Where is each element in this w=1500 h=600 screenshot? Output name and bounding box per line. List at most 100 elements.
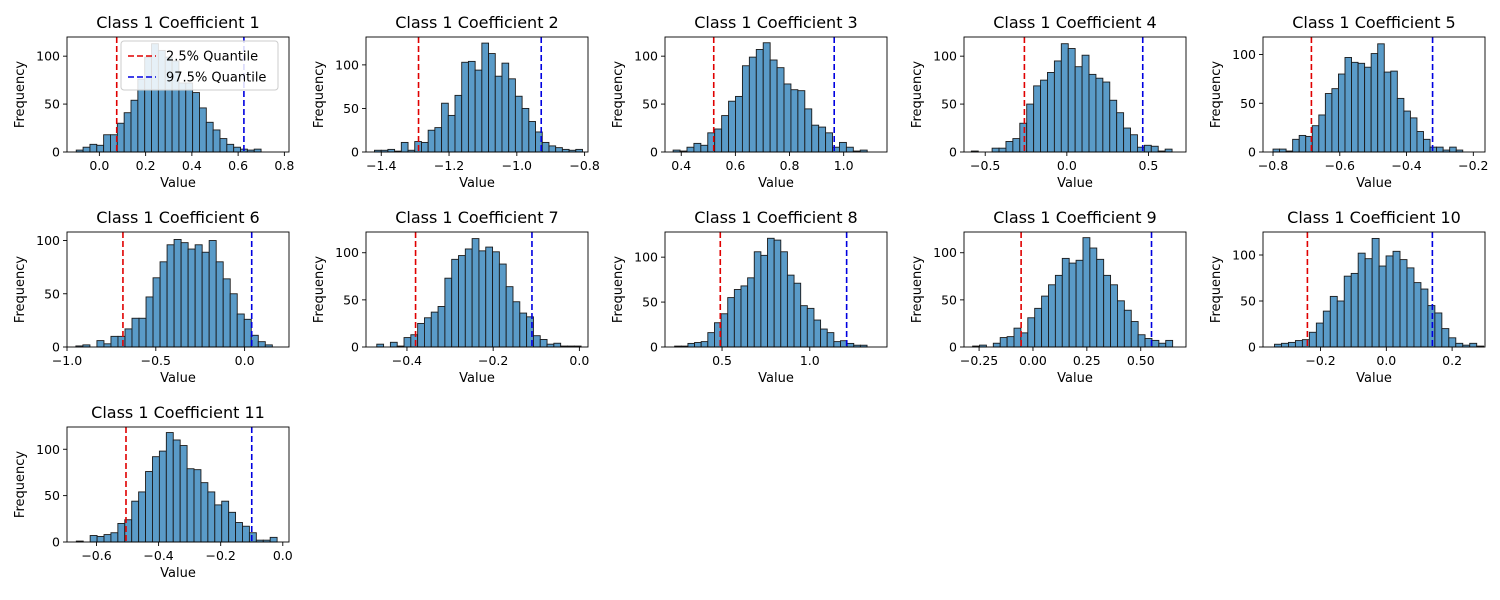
axes-frame <box>1262 36 1486 153</box>
histogram-bar <box>1067 48 1076 153</box>
histogram-bar <box>1088 73 1097 153</box>
y-tick-label: 0 <box>949 340 957 355</box>
histogram-bar <box>519 312 528 348</box>
histogram-bar <box>839 141 847 153</box>
histogram-bar <box>1165 339 1174 348</box>
x-tick-label: 0.0 <box>1376 353 1396 368</box>
histogram-bar <box>1324 93 1333 153</box>
x-tick-label: 0.4 <box>671 158 691 173</box>
histogram-bar <box>528 121 536 153</box>
x-tick-label: 0.0 <box>235 353 255 368</box>
x-tick-label: −0.2 <box>1458 158 1488 173</box>
histogram-bar <box>236 313 245 348</box>
histogram-bar <box>421 141 429 153</box>
histogram-bar <box>219 138 228 153</box>
y-tick-label: 50 <box>44 488 60 503</box>
histogram-bar <box>693 142 702 153</box>
histogram-bar <box>1311 125 1320 153</box>
x-tick-label: −1.2 <box>434 158 464 173</box>
histogram-bar <box>1315 322 1324 348</box>
subplot-6: −1.0 −0.5 0.0 0 50 100 Class 1 Coefficient 6 Va… <box>13 208 290 386</box>
histogram-bar <box>541 141 550 153</box>
histogram-bar <box>96 340 105 348</box>
y-tick-label: 100 <box>933 245 957 260</box>
x-tick-label: 0.4 <box>182 158 202 173</box>
histogram-bar <box>441 102 449 153</box>
histogram-bar <box>1436 146 1444 153</box>
y-tick-label: 100 <box>36 49 60 64</box>
histogram-bar <box>1294 340 1303 348</box>
histogram-bar <box>82 146 91 153</box>
histogram-bar <box>1012 138 1021 153</box>
histogram-bar <box>998 147 1007 153</box>
histogram-bar <box>845 146 854 153</box>
x-axis-label: Value <box>160 371 196 386</box>
x-axis-label: Value <box>758 371 794 386</box>
y-tick-label: 100 <box>36 442 60 457</box>
histogram-bar <box>208 240 217 348</box>
histogram-bar <box>461 61 469 153</box>
y-axis-label: Frequency <box>910 256 925 323</box>
histogram-bar <box>488 53 496 153</box>
axes-frame <box>66 36 290 153</box>
y-tick-label: 0 <box>949 145 957 160</box>
x-tick-label: 0.8 <box>274 158 294 173</box>
subplot-9: −0.25 0.00 0.25 0.50 0 50 100 Class 1 Coefficie… <box>910 208 1187 386</box>
histogram-bar <box>1033 85 1042 153</box>
subplot-title: Class 1 Coefficient 4 <box>993 13 1156 32</box>
histogram-bar <box>846 342 855 348</box>
histogram-bar <box>116 122 125 153</box>
x-tick-label: −0.4 <box>392 353 422 368</box>
y-tick-label: 50 <box>343 101 359 116</box>
histogram-bar <box>138 317 147 348</box>
y-tick-label: 0 <box>351 340 359 355</box>
histogram-bar <box>735 95 743 153</box>
histogram-bar <box>145 471 153 543</box>
histogram-bar <box>403 337 412 348</box>
histogram-bar <box>1378 265 1387 348</box>
x-axis-label: Value <box>160 566 196 581</box>
histogram-bar <box>1288 341 1296 348</box>
histogram-bar <box>1383 71 1392 153</box>
x-tick-label: 0.6 <box>228 158 248 173</box>
histogram-bar <box>117 335 126 348</box>
y-tick-label: 100 <box>1232 47 1256 62</box>
histogram-bar <box>992 342 1001 348</box>
histogram-bar <box>1047 72 1055 153</box>
y-tick-label: 50 <box>642 295 658 310</box>
histogram-bar <box>152 277 161 348</box>
y-tick-label: 0 <box>650 340 658 355</box>
x-tick-label: 0.0 <box>569 353 589 368</box>
histogram-bar <box>1350 272 1359 348</box>
subplot-8: 0.5 1.0 0 50 100 Class 1 Coefficient 8 Value Fr… <box>611 208 888 386</box>
histogram-bar <box>207 491 216 543</box>
y-axis-label: Frequency <box>13 61 28 128</box>
histogram-bar <box>117 523 126 543</box>
y-tick-label: 50 <box>44 286 60 301</box>
histogram-bar <box>201 251 210 348</box>
histogram-bar <box>991 147 1000 153</box>
histogram-bar <box>130 99 139 153</box>
x-tick-label: 0.25 <box>1073 353 1101 368</box>
histogram-bar <box>152 456 160 543</box>
y-axis-label: Frequency <box>611 256 626 323</box>
subplot-title: Class 1 Coefficient 11 <box>91 403 265 422</box>
histogram-bar <box>103 534 112 543</box>
histogram-bar <box>430 311 439 348</box>
histogram-bar <box>173 238 182 348</box>
histogram-bar <box>89 535 98 543</box>
histogram-bar <box>1298 134 1307 153</box>
histogram-bar <box>1364 66 1372 153</box>
histogram-bar <box>760 254 768 348</box>
legend-box <box>120 40 279 91</box>
histogram-bar <box>131 500 140 543</box>
histogram-bar <box>1390 70 1398 153</box>
x-axis-label: Value <box>1356 176 1392 191</box>
histogram-bar <box>194 244 203 348</box>
histogram-bar <box>1116 112 1125 153</box>
histogram-bar <box>1068 262 1077 348</box>
histogram-bar <box>1469 342 1478 348</box>
histogram-bar <box>790 89 799 153</box>
x-tick-label: 0.50 <box>1127 353 1155 368</box>
